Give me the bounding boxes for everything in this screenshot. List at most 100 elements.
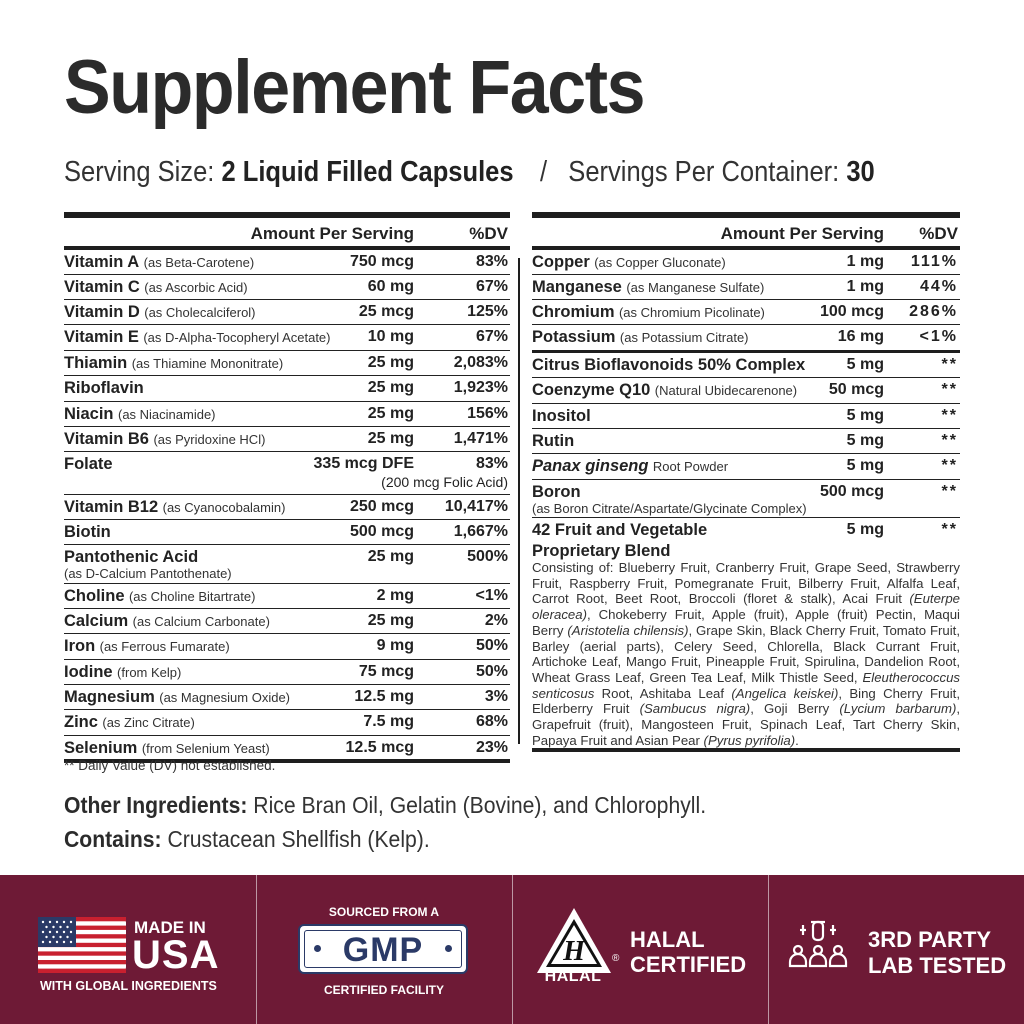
nutrient-dv: 2% <box>484 612 508 629</box>
bottom-rule <box>532 748 960 752</box>
nutrient-name-cell: Potassium (as Potassium Citrate) <box>532 327 749 348</box>
nutrient-source: (as Calcium Carbonate) <box>132 614 270 629</box>
right-header: Amount Per Serving %DV <box>532 218 960 250</box>
nutrient-row: Boron (as Boron Citrate/Aspartate/Glycina… <box>532 480 960 518</box>
gmp-badge: SOURCED FROM A GMP CERTIFIED FACILITY <box>256 875 513 1024</box>
nutrient-source: (from Selenium Yeast) <box>141 741 270 756</box>
nutrient-amount: 25 mg <box>367 548 414 565</box>
nutrient-row: Zinc (as Zinc Citrate) 7.5 mg 68% <box>64 710 510 736</box>
contains-value: Crustacean Shellfish (Kelp). <box>161 826 430 852</box>
nutrient-dv: 23% <box>475 739 508 756</box>
nutrient-source: (as D-Alpha-Tocopheryl Acetate) <box>143 330 331 345</box>
botanical-name: Eleutherococcus senticosus <box>532 669 960 701</box>
nutrient-source: (as Zinc Citrate) <box>102 715 195 730</box>
nutrient-name-cell: Manganese (as Manganese Sulfate) <box>532 277 764 298</box>
ingredient-text: , Bing Cherry Fruit, Elderberry Fruit <box>532 685 960 717</box>
other-ingredients: Other Ingredients: Rice Bran Oil, Gelati… <box>64 792 706 819</box>
serving-info: Serving Size: 2 Liquid Filled Capsules /… <box>64 155 875 189</box>
gmp-dot-icon <box>314 945 321 952</box>
nutrient-name: Vitamin E <box>64 328 139 346</box>
nutrient-source: (as D-Calcium Pantothenate) <box>64 566 232 581</box>
nutrient-dv: ** <box>941 457 958 474</box>
nutrient-row: Potassium (as Potassium Citrate) 16 mg <1% <box>532 325 960 353</box>
contains-label: Contains: <box>64 826 162 852</box>
nutrient-dv: 125% <box>467 303 508 320</box>
nutrient-source: (as Boron Citrate/Aspartate/Glycinate Co… <box>532 501 807 516</box>
nutrient-name-cell: Vitamin B12 (as Cyanocobalamin) <box>64 497 285 518</box>
nutrient-amount: 25 mcg <box>358 303 414 320</box>
nutrient-dv: ** <box>941 407 958 424</box>
nutrient-row: Biotin 500 mcg 1,667% <box>64 520 510 545</box>
nutrient-amount: 2 mg <box>376 587 414 604</box>
header-amount: Amount Per Serving <box>720 224 884 243</box>
nutrient-amount: 100 mcg <box>819 303 884 320</box>
halal-emblem-word: HALAL <box>544 968 602 985</box>
nutrient-dv: 3% <box>484 688 508 705</box>
ingredient-text: Consisting of: Blueberry Fruit, Cranberr… <box>532 560 960 607</box>
global-ingredients-text: WITH GLOBAL INGREDIENTS <box>40 979 217 993</box>
nutrient-name-cell: Calcium (as Calcium Carbonate) <box>64 611 270 632</box>
blend-name-line1: 42 Fruit and Vegetable <box>532 521 708 539</box>
nutrient-row: Vitamin C (as Ascorbic Acid) 60 mg 67% <box>64 275 510 300</box>
nutrient-amount: 25 mg <box>367 405 414 422</box>
nutrient-name: Boron <box>532 483 581 501</box>
nutrient-source: (as Cholecalciferol) <box>144 305 256 320</box>
nutrient-name: Biotin <box>64 523 111 541</box>
gmp-dot-icon <box>445 945 452 952</box>
nutrient-source: (as Potassium Citrate) <box>619 330 749 345</box>
nutrient-row: Citrus Bioflavonoids 50% Complex 5 mg ** <box>532 353 960 378</box>
nutrient-name: Pantothenic Acid <box>64 548 199 566</box>
halal-triangle-icon: H <box>537 908 611 973</box>
top-rule <box>532 212 960 218</box>
nutrient-source: (as Pyridoxine HCl) <box>153 432 266 447</box>
nutrient-amount: 5 mg <box>846 432 884 449</box>
blend-amount: 5 mg <box>846 521 884 538</box>
nutrient-row: Selenium (from Selenium Yeast) 12.5 mcg 23… <box>64 736 510 759</box>
nutrient-source: (as Copper Gluconate) <box>594 255 726 270</box>
nutrient-source: (Natural Ubidecarenone) <box>654 383 798 398</box>
nutrient-note: (200 mcg Folic Acid) <box>381 474 508 490</box>
nutrient-amount: 25 mg <box>367 379 414 396</box>
halal-badge: H HALAL ® HALAL CERTIFIED <box>512 875 769 1024</box>
nutrient-amount: 60 mg <box>367 278 414 295</box>
nutrient-dv: <1% <box>919 328 958 345</box>
gmp-label: GMP <box>342 931 424 969</box>
ingredient-text: , Goji Berry <box>750 701 840 717</box>
nutrient-dv: 50% <box>475 637 508 654</box>
nutrient-name: Vitamin A <box>64 253 140 271</box>
nutrient-name-cell: Riboflavin <box>64 378 144 399</box>
nutrient-amount: 12.5 mg <box>354 688 414 705</box>
nutrient-name-cell: Choline (as Choline Bitartrate) <box>64 586 255 607</box>
nutrient-row: Iron (as Ferrous Fumarate) 9 mg 50% <box>64 634 510 660</box>
nutrient-dv: 111% <box>910 253 958 270</box>
nutrient-dv: 500% <box>467 548 508 565</box>
blend-name: 42 Fruit and Vegetable Proprietary Blend <box>532 520 707 562</box>
nutrient-dv: ** <box>941 432 958 449</box>
ingredient-text: . <box>795 732 799 748</box>
nutrient-dv: 286% <box>909 303 958 320</box>
gmp-seal: GMP <box>298 924 468 974</box>
nutrient-name: Vitamin D <box>64 303 140 321</box>
nutrient-amount: 7.5 mg <box>363 713 414 730</box>
made-in-usa-badge: MADE IN USA WITH GLOBAL INGREDIENTS <box>0 875 257 1024</box>
nutrient-name: Zinc <box>64 713 98 731</box>
nutrient-row: Coenzyme Q10 (Natural Ubidecarenone) 50 m… <box>532 378 960 404</box>
lab-line2: LAB TESTED <box>868 953 1007 978</box>
made-in-text: MADE IN <box>134 918 206 937</box>
nutrient-name-cell: Panax ginseng Root Powder <box>532 456 728 477</box>
blend-row: 42 Fruit and Vegetable Proprietary Blend… <box>532 518 960 748</box>
botanical-name: (Euterpe oleracea) <box>532 591 960 623</box>
nutrient-name-cell: Vitamin C (as Ascorbic Acid) <box>64 277 248 298</box>
nutrient-name: Riboflavin <box>64 379 144 397</box>
serving-size-label: Serving Size: <box>64 156 215 188</box>
nutrient-name-cell: Pantothenic Acid (as D-Calcium Pantothena… <box>64 547 232 580</box>
botanical-name: (Pyrus pyrifolia) <box>703 732 796 748</box>
halal-line1: HALAL <box>630 927 705 952</box>
nutrient-name-cell: Vitamin E (as D-Alpha-Tocopheryl Acetate… <box>64 327 331 348</box>
nutrient-name: Vitamin C <box>64 278 140 296</box>
blend-dv: ** <box>941 521 958 538</box>
nutrient-dv: 67% <box>475 328 508 345</box>
nutrient-row: Niacin (as Niacinamide) 25 mg 156% <box>64 402 510 427</box>
nutrient-name: Iron <box>64 637 96 655</box>
botanical-name: (Angelica keiskei) <box>731 685 839 701</box>
